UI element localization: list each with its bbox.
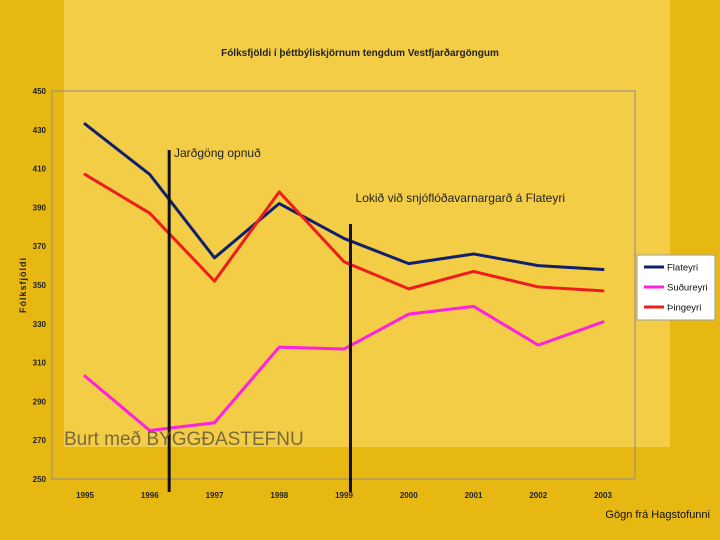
- y-axis-label: Fólksfjöldi: [18, 257, 28, 313]
- y-tick-label: 250: [33, 475, 47, 484]
- y-tick-label: 370: [33, 242, 47, 251]
- x-tick-label: 1995: [76, 491, 94, 500]
- legend-label: Flateyri: [667, 263, 698, 274]
- watermark-text: Burt með BYGGÐASTEFNU: [64, 429, 304, 450]
- y-tick-label: 390: [33, 203, 47, 212]
- event-label: Jarðgöng opnuð: [174, 146, 261, 160]
- x-tick-label: 2003: [594, 491, 612, 500]
- legend-label: Suðureyri: [667, 283, 708, 294]
- x-tick-label: 1997: [206, 491, 224, 500]
- y-axis-ticks: 250 270 290 310 330 350 370 390 410 430 450: [33, 87, 47, 484]
- legend-label: Þingeyri: [667, 303, 701, 314]
- x-tick-label: 1996: [141, 491, 159, 500]
- event-label: Lokið við snjóflóðavarnargarð á Flateyri: [356, 191, 565, 205]
- series-line-flateyri: [83, 122, 605, 271]
- y-tick-label: 330: [33, 320, 47, 329]
- x-tick-label: 2000: [400, 491, 418, 500]
- series-line-suðureyri: [83, 304, 605, 432]
- legend: Flateyri Suðureyri Þingeyri: [644, 263, 708, 314]
- x-tick-label: 2001: [465, 491, 483, 500]
- y-tick-label: 410: [33, 165, 47, 174]
- y-tick-label: 430: [33, 126, 47, 135]
- y-tick-label: 270: [33, 436, 47, 445]
- chart-title: Fólksfjöldi í þéttbýliskjörnum tengdum V…: [221, 47, 499, 59]
- y-tick-label: 350: [33, 281, 47, 290]
- plot-area: [51, 90, 636, 480]
- y-tick-label: 290: [33, 397, 47, 406]
- x-tick-label: 2002: [529, 491, 547, 500]
- background-panel: [64, 0, 670, 447]
- x-tick-label: 1998: [270, 491, 288, 500]
- x-tick-label: 1999: [335, 491, 353, 500]
- series-line-þingeyri: [83, 172, 605, 293]
- series-lines: [83, 122, 605, 432]
- y-tick-label: 450: [33, 87, 47, 96]
- source-note: Gögn frá Hagstofunni: [605, 509, 710, 521]
- x-axis-ticks: 1995 1996 1997 1998 1999 2000 2001 2002 2003: [76, 491, 612, 500]
- y-tick-label: 310: [33, 359, 47, 368]
- event-markers: Jarðgöng opnuð Lokið við snjóflóðavarnarg…: [167, 146, 565, 492]
